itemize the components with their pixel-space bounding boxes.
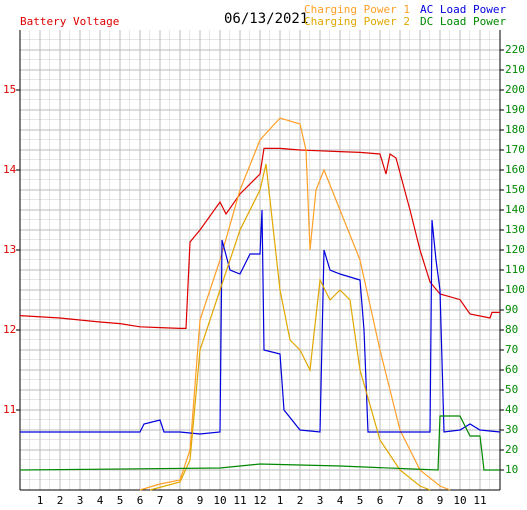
y2-tick-label: 70 xyxy=(505,343,518,356)
legend-entry: Charging Power 2 xyxy=(304,15,410,28)
x-tick-label: 2 xyxy=(57,494,64,507)
y2-tick-label: 130 xyxy=(505,223,525,236)
y-tick-label: 12 xyxy=(3,323,16,336)
y2-tick-label: 10 xyxy=(505,463,518,476)
x-tick-label: 3 xyxy=(317,494,324,507)
legend-entry: DC Load Power xyxy=(420,15,506,28)
legend-entry: Battery Voltage xyxy=(20,15,119,28)
series-line xyxy=(139,117,451,491)
x-tick-label: 6 xyxy=(137,494,144,507)
series-line xyxy=(20,209,501,435)
y2-tick-label: 210 xyxy=(505,63,525,76)
series-line xyxy=(19,147,500,329)
y2-tick-label: 40 xyxy=(505,403,518,416)
y2-tick-label: 100 xyxy=(505,283,525,296)
series-line xyxy=(149,163,431,491)
x-tick-label: 4 xyxy=(337,494,344,507)
x-tick-label: 5 xyxy=(117,494,124,507)
y2-tick-label: 180 xyxy=(505,123,525,136)
chart-title: 06/13/2021 xyxy=(224,11,308,27)
y2-tick-label: 140 xyxy=(505,203,525,216)
x-tick-label: 10 xyxy=(453,494,466,507)
x-tick-label: 12 xyxy=(253,494,266,507)
legend-entry: AC Load Power xyxy=(420,3,506,16)
y2-tick-label: 150 xyxy=(505,183,525,196)
x-tick-label: 3 xyxy=(77,494,84,507)
y2-tick-label: 120 xyxy=(505,243,525,256)
x-tick-label: 9 xyxy=(437,494,444,507)
y2-tick-label: 200 xyxy=(505,83,525,96)
x-tick-label: 4 xyxy=(97,494,104,507)
x-tick-label: 11 xyxy=(233,494,246,507)
x-tick-label: 5 xyxy=(357,494,364,507)
y2-tick-label: 190 xyxy=(505,103,525,116)
x-tick-label: 11 xyxy=(473,494,486,507)
y2-tick-label: 60 xyxy=(505,363,518,376)
y-tick-label: 14 xyxy=(3,163,17,176)
x-tick-label: 10 xyxy=(213,494,226,507)
y2-tick-label: 90 xyxy=(505,303,518,316)
y-tick-label: 15 xyxy=(3,83,16,96)
y-tick-label: 11 xyxy=(3,403,16,416)
y2-tick-label: 220 xyxy=(505,43,525,56)
x-tick-label: 9 xyxy=(197,494,204,507)
y2-tick-label: 170 xyxy=(505,143,525,156)
y2-tick-label: 110 xyxy=(505,263,525,276)
x-tick-label: 1 xyxy=(277,494,284,507)
y2-tick-label: 80 xyxy=(505,323,518,336)
series-line xyxy=(19,415,500,471)
x-tick-label: 8 xyxy=(177,494,184,507)
y2-tick-label: 20 xyxy=(505,443,518,456)
x-tick-label: 8 xyxy=(417,494,424,507)
legend-entry: Charging Power 1 xyxy=(304,3,410,16)
x-tick-label: 2 xyxy=(297,494,304,507)
y2-tick-label: 160 xyxy=(505,163,525,176)
x-tick-label: 7 xyxy=(397,494,404,507)
x-tick-label: 6 xyxy=(377,494,384,507)
y2-tick-label: 50 xyxy=(505,383,518,396)
y-tick-label: 13 xyxy=(3,243,16,256)
y2-tick-label: 30 xyxy=(505,423,518,436)
x-tick-label: 7 xyxy=(157,494,164,507)
x-tick-label: 1 xyxy=(37,494,44,507)
